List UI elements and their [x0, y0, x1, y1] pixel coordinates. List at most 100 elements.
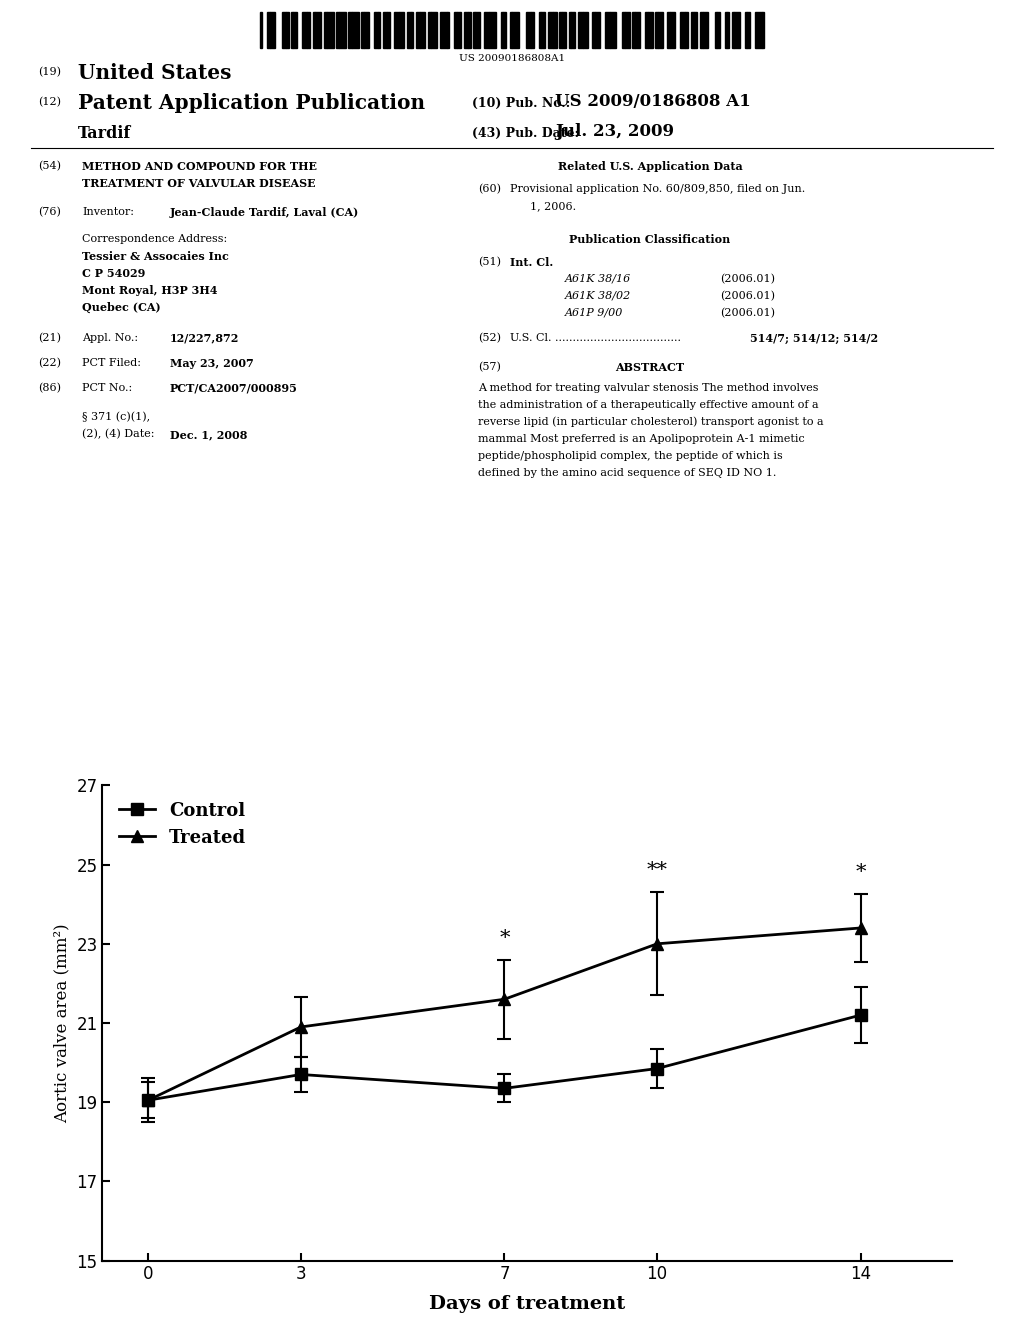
- Bar: [610, 12, 615, 48]
- Bar: [267, 12, 270, 48]
- Bar: [694, 12, 696, 48]
- Text: reverse lipid (in particular cholesterol) transport agonist to a: reverse lipid (in particular cholesterol…: [478, 417, 823, 428]
- Text: TREATMENT OF VALVULAR DISEASE: TREATMENT OF VALVULAR DISEASE: [82, 178, 315, 189]
- Text: A61K 38/02: A61K 38/02: [565, 290, 631, 301]
- Text: (57): (57): [478, 362, 501, 372]
- Bar: [468, 12, 471, 48]
- Text: § 371 (c)(1),: § 371 (c)(1),: [82, 412, 151, 422]
- Bar: [365, 12, 370, 48]
- Bar: [464, 12, 468, 48]
- Bar: [548, 12, 553, 48]
- Text: A61K 38/16: A61K 38/16: [565, 273, 631, 284]
- Bar: [416, 12, 420, 48]
- Bar: [375, 12, 378, 48]
- Bar: [314, 12, 322, 48]
- Bar: [387, 12, 390, 48]
- Bar: [569, 12, 571, 48]
- Text: Quebec (CA): Quebec (CA): [82, 302, 161, 313]
- Text: Mont Royal, H3P 3H4: Mont Royal, H3P 3H4: [82, 285, 217, 296]
- Bar: [260, 12, 262, 48]
- Bar: [685, 12, 687, 48]
- Bar: [680, 12, 685, 48]
- Bar: [431, 12, 436, 48]
- Bar: [559, 12, 562, 48]
- Bar: [691, 12, 694, 48]
- Text: (43) Pub. Date:: (43) Pub. Date:: [472, 127, 580, 140]
- Text: Appl. No.:: Appl. No.:: [82, 333, 138, 343]
- Text: Int. Cl.: Int. Cl.: [510, 257, 553, 268]
- Text: **: **: [646, 862, 668, 880]
- Bar: [458, 12, 461, 48]
- Bar: [446, 12, 449, 48]
- Text: Patent Application Publication: Patent Application Publication: [78, 92, 425, 112]
- Bar: [732, 12, 734, 48]
- Text: PCT No.:: PCT No.:: [82, 383, 132, 393]
- Text: PCT Filed:: PCT Filed:: [82, 358, 141, 368]
- Text: (54): (54): [38, 161, 61, 172]
- Bar: [339, 12, 346, 48]
- Bar: [645, 12, 647, 48]
- Text: Tardif: Tardif: [78, 125, 131, 141]
- Bar: [744, 12, 746, 48]
- Text: A method for treating valvular stenosis The method involves: A method for treating valvular stenosis …: [478, 383, 818, 393]
- Bar: [411, 12, 413, 48]
- Text: *: *: [500, 929, 510, 948]
- Bar: [632, 12, 635, 48]
- Bar: [473, 12, 475, 48]
- Bar: [428, 12, 431, 48]
- Bar: [489, 12, 496, 48]
- Bar: [484, 12, 489, 48]
- Text: *: *: [855, 863, 866, 883]
- Bar: [383, 12, 387, 48]
- Bar: [440, 12, 446, 48]
- Text: (10) Pub. No.:: (10) Pub. No.:: [472, 96, 570, 110]
- Bar: [283, 12, 286, 48]
- X-axis label: Days of treatment: Days of treatment: [429, 1295, 626, 1312]
- Text: Tessier & Assocaies Inc: Tessier & Assocaies Inc: [82, 251, 229, 261]
- Bar: [336, 12, 339, 48]
- Bar: [553, 12, 557, 48]
- Bar: [762, 12, 764, 48]
- Text: Jean-Claude Tardif, Laval (CA): Jean-Claude Tardif, Laval (CA): [170, 207, 359, 218]
- Bar: [579, 12, 584, 48]
- Bar: [654, 12, 658, 48]
- Bar: [510, 12, 512, 48]
- Bar: [703, 12, 709, 48]
- Bar: [647, 12, 652, 48]
- Text: 514/7; 514/12; 514/2: 514/7; 514/12; 514/2: [750, 333, 879, 345]
- Bar: [584, 12, 589, 48]
- Y-axis label: Aortic valve area (mm²): Aortic valve area (mm²): [53, 923, 71, 1123]
- Text: May 23, 2007: May 23, 2007: [170, 358, 254, 368]
- Text: United States: United States: [78, 63, 231, 83]
- Bar: [571, 12, 574, 48]
- Bar: [293, 12, 297, 48]
- Text: Inventor:: Inventor:: [82, 207, 134, 216]
- Text: (60): (60): [478, 183, 501, 194]
- Bar: [625, 12, 630, 48]
- Bar: [746, 12, 751, 48]
- Bar: [623, 12, 625, 48]
- Text: US 20090186808A1: US 20090186808A1: [459, 54, 565, 63]
- Bar: [286, 12, 289, 48]
- Bar: [670, 12, 675, 48]
- Text: (2), (4) Date:: (2), (4) Date:: [82, 429, 155, 440]
- Bar: [562, 12, 565, 48]
- Text: (2006.01): (2006.01): [720, 308, 775, 318]
- Text: Provisional application No. 60/809,850, filed on Jun.: Provisional application No. 60/809,850, …: [510, 183, 805, 194]
- Bar: [658, 12, 664, 48]
- Bar: [700, 12, 703, 48]
- Bar: [352, 12, 358, 48]
- Bar: [635, 12, 640, 48]
- Text: defined by the amino acid sequence of SEQ ID NO 1.: defined by the amino acid sequence of SE…: [478, 467, 776, 478]
- Bar: [475, 12, 480, 48]
- Text: Jul. 23, 2009: Jul. 23, 2009: [555, 123, 674, 140]
- Text: PCT/CA2007/000895: PCT/CA2007/000895: [170, 383, 298, 393]
- Bar: [667, 12, 670, 48]
- Text: Correspondence Address:: Correspondence Address:: [82, 234, 227, 244]
- Text: Dec. 1, 2008: Dec. 1, 2008: [170, 429, 248, 440]
- Text: (2006.01): (2006.01): [720, 273, 775, 284]
- Text: (86): (86): [38, 383, 61, 393]
- Text: ABSTRACT: ABSTRACT: [615, 362, 685, 372]
- Bar: [605, 12, 610, 48]
- Bar: [408, 12, 411, 48]
